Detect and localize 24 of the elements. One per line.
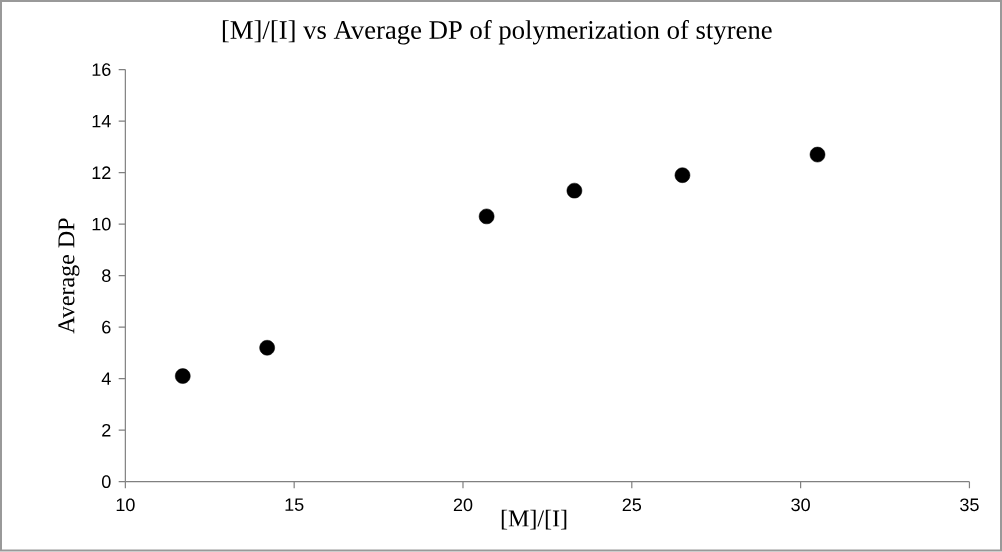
y-tick-label: 12 (92, 166, 111, 180)
y-tick-label: 6 (102, 320, 111, 334)
y-tick-label: 16 (92, 63, 111, 77)
point (566, 183, 583, 199)
x-tick-label: 35 (960, 498, 979, 512)
y-tick-label: 4 (101, 372, 111, 386)
y-tick-label: 14 (92, 115, 111, 128)
point (809, 147, 826, 163)
x-tick-label: 25 (622, 498, 642, 512)
x-tick-label: 20 (453, 498, 473, 512)
y-tick-label: 10 (92, 217, 111, 231)
x-tick-label: 30 (791, 498, 810, 512)
y-tick-label: 8 (102, 269, 111, 283)
y-axis-title: Average DP (58, 218, 80, 334)
x-axis-title: [M]/[I] (501, 509, 567, 530)
x-tick-label: 15 (285, 498, 304, 512)
y-tick-label: 0 (101, 475, 111, 489)
point (259, 340, 275, 356)
chart-title: [M]/[I] vs Average DP of polymerization of styrene (222, 20, 772, 45)
x-tick-label: 10 (116, 498, 135, 512)
point (175, 368, 191, 385)
point (674, 167, 691, 184)
y-tick-label: 2 (102, 424, 111, 437)
point (478, 208, 495, 225)
